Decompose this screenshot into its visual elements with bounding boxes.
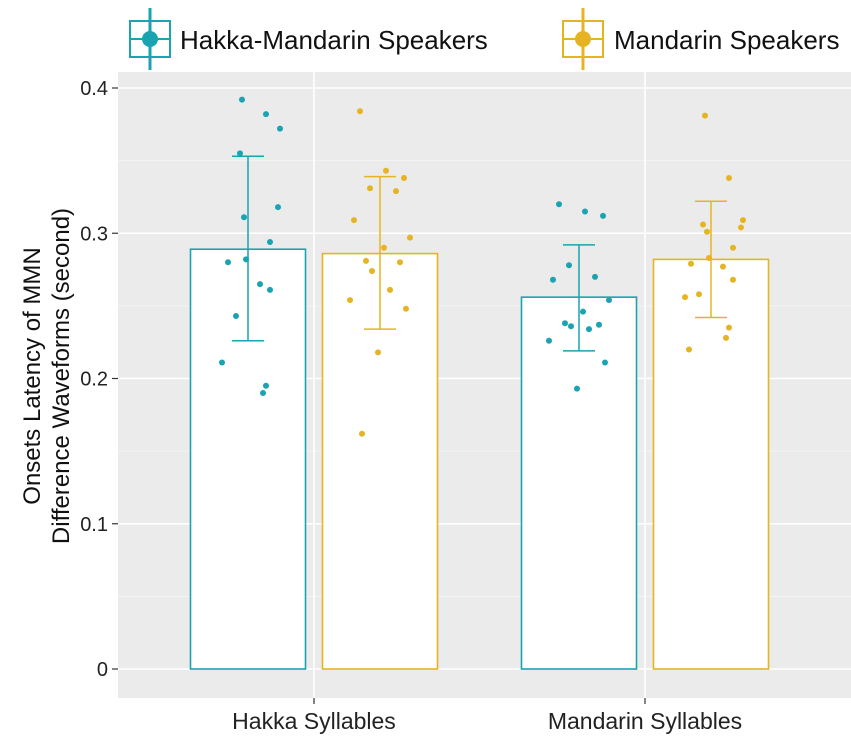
data-point [239, 96, 245, 103]
data-point [550, 276, 556, 283]
legend-item: Hakka-Mandarin Speakers [129, 8, 488, 70]
y-tick-label: 0.2 [80, 369, 108, 391]
data-point [546, 337, 552, 344]
data-point [738, 224, 744, 231]
y-tick-label: 0.1 [80, 514, 108, 536]
data-point [241, 214, 247, 221]
y-axis-title-line: Onsets Latency of MMN [19, 247, 46, 504]
data-point [237, 150, 243, 157]
data-point [556, 201, 562, 208]
data-point [359, 430, 365, 437]
data-point [357, 108, 363, 115]
data-point [275, 204, 281, 211]
data-point [351, 217, 357, 224]
data-point [730, 276, 736, 283]
legend-label: Hakka-Mandarin Speakers [180, 25, 488, 55]
data-point [592, 273, 598, 280]
data-point [682, 294, 688, 301]
data-point [387, 286, 393, 293]
data-point [574, 385, 580, 392]
data-point [600, 212, 606, 219]
data-point [702, 112, 708, 119]
x-tick-label: Hakka Syllables [232, 708, 396, 734]
data-point [347, 297, 353, 304]
data-point [596, 321, 602, 328]
data-point [369, 268, 375, 275]
data-point [686, 346, 692, 353]
bar [652, 258, 770, 670]
data-point [704, 228, 710, 235]
data-point [219, 359, 225, 366]
data-point [263, 382, 269, 389]
data-point [363, 257, 369, 264]
legend-label: Mandarin Speakers [614, 25, 839, 55]
y-tick-label: 0.3 [80, 223, 108, 245]
data-point [562, 320, 568, 327]
data-point [568, 323, 574, 330]
data-point [580, 308, 586, 315]
data-point [403, 305, 409, 312]
data-point [277, 125, 283, 132]
data-point [407, 234, 413, 241]
data-point [730, 244, 736, 251]
data-point [260, 390, 266, 397]
data-point [586, 326, 592, 333]
data-point [566, 262, 572, 269]
data-point [720, 263, 726, 270]
legend-item: Mandarin Speakers [562, 8, 839, 70]
bar [520, 296, 638, 670]
data-point [696, 291, 702, 298]
legend-key-dot [142, 31, 158, 47]
data-point [383, 167, 389, 174]
y-tick-label: 0.4 [80, 78, 108, 100]
data-point [723, 334, 729, 341]
data-point [233, 313, 239, 320]
data-point [726, 324, 732, 331]
data-point [688, 260, 694, 267]
y-axis-title: Onsets Latency of MMNDifference Waveform… [19, 208, 75, 544]
y-axis-title-line: Difference Waveforms (second) [48, 208, 75, 544]
data-point [257, 281, 263, 288]
data-point [381, 244, 387, 251]
y-tick-label: 0 [97, 659, 108, 681]
x-tick-label: Mandarin Syllables [548, 708, 742, 734]
data-point [263, 111, 269, 118]
data-point [602, 359, 608, 366]
data-point [225, 259, 231, 266]
data-point [700, 221, 706, 228]
legend-key-dot [575, 31, 591, 47]
data-point [375, 349, 381, 356]
data-point [582, 208, 588, 215]
data-point [740, 217, 746, 224]
data-point [267, 238, 273, 245]
data-point [606, 297, 612, 304]
data-point [367, 185, 373, 192]
data-point [393, 188, 399, 195]
data-point [267, 286, 273, 293]
data-point [397, 259, 403, 266]
data-point [401, 175, 407, 182]
data-point [726, 175, 732, 182]
